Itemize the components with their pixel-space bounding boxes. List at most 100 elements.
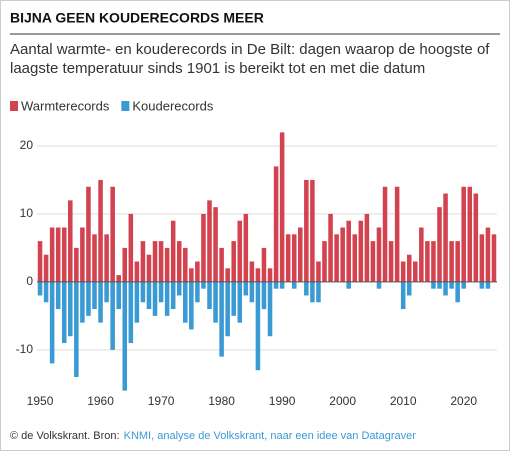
bar: [352, 234, 358, 282]
bar: [74, 281, 79, 378]
bar: [61, 281, 67, 344]
bar: [328, 213, 333, 282]
x-tick-label: 1990: [269, 394, 296, 408]
bar: [128, 281, 134, 344]
source-link[interactable]: KNMI, analyse de Volkskrant, naar een id…: [124, 430, 417, 442]
bar: [310, 179, 315, 282]
bar: [255, 281, 261, 371]
bar: [110, 281, 115, 350]
bar: [134, 281, 140, 323]
bar: [170, 220, 176, 282]
bar: [68, 200, 73, 282]
bar: [134, 261, 140, 282]
x-tick-label: 2000: [329, 394, 356, 408]
bar: [61, 227, 67, 282]
bar: [261, 247, 267, 282]
x-tick-label: 1950: [27, 394, 54, 408]
bar: [473, 193, 479, 282]
bar: [291, 281, 297, 289]
bar: [49, 281, 55, 364]
bar: [491, 234, 497, 282]
bar: [164, 281, 170, 316]
bar: [158, 241, 164, 282]
bar: [225, 281, 230, 337]
bar: [479, 234, 485, 282]
bar: [249, 281, 255, 303]
bar: [285, 234, 291, 282]
bar: [183, 281, 188, 323]
bar: [140, 241, 146, 282]
x-tick-label: 2010: [390, 394, 417, 408]
bar: [437, 281, 442, 289]
bar: [110, 186, 115, 282]
bar: [443, 281, 448, 296]
bar: [382, 186, 388, 282]
bar: [189, 268, 194, 282]
bar: [316, 281, 321, 303]
legend-label: Kouderecords: [132, 98, 213, 113]
source-prefix: © de Volkskrant. Bron:: [10, 430, 120, 442]
bar: [122, 247, 128, 282]
bar: [388, 241, 394, 282]
bar: [201, 213, 206, 282]
bar: [255, 268, 261, 282]
bar: [304, 179, 309, 282]
bar: [86, 281, 91, 316]
bar: [376, 281, 382, 289]
x-tick-label: 1970: [148, 394, 175, 408]
legend-swatch: [121, 101, 130, 111]
x-tick-label: 1980: [208, 394, 235, 408]
subtitle-box: Aantal warmte- en kouderecords in De Bil…: [10, 41, 489, 77]
bar: [431, 241, 436, 282]
bar: [80, 227, 85, 282]
bar: [370, 241, 376, 282]
bar: [49, 227, 55, 282]
bar: [116, 281, 121, 310]
bar: [485, 281, 491, 289]
bar: [400, 281, 406, 310]
bar: [213, 207, 218, 282]
x-tick-label: 1960: [87, 394, 114, 408]
bar: [140, 281, 146, 303]
bar: [298, 227, 303, 282]
bar: [419, 227, 424, 282]
bar: [104, 234, 109, 282]
y-tick-label: -10: [16, 342, 34, 356]
chart-title: BIJNA GEEN KOUDERECORDS MEER: [10, 10, 264, 26]
bar: [201, 281, 206, 289]
bar: [74, 247, 79, 282]
bar: [219, 281, 224, 357]
bar: [158, 281, 164, 303]
bar: [243, 281, 249, 296]
bar: [98, 179, 103, 282]
bar: [249, 261, 255, 282]
bar: [122, 281, 128, 391]
bar: [231, 281, 236, 316]
bar: [364, 213, 370, 282]
bar: [164, 247, 170, 282]
bar: [267, 268, 273, 282]
bar: [346, 220, 351, 282]
bar: [334, 234, 339, 282]
bar: [213, 281, 218, 323]
bar: [406, 254, 412, 282]
bar: [55, 281, 61, 310]
bar: [400, 261, 406, 282]
bar: [461, 281, 466, 289]
bar: [207, 200, 212, 282]
bar: [231, 241, 236, 282]
bar: [485, 227, 491, 282]
legend-label: Warmterecords: [21, 98, 110, 113]
bar: [443, 193, 448, 282]
y-tick-label: 20: [20, 138, 34, 152]
bar: [449, 241, 454, 282]
bar: [304, 281, 309, 296]
bar: [68, 281, 73, 337]
bar: [346, 281, 351, 289]
legend-swatch: [10, 101, 18, 111]
bar: [437, 207, 442, 282]
bar: [104, 281, 109, 303]
bar: [273, 166, 279, 282]
bar: [152, 281, 158, 316]
